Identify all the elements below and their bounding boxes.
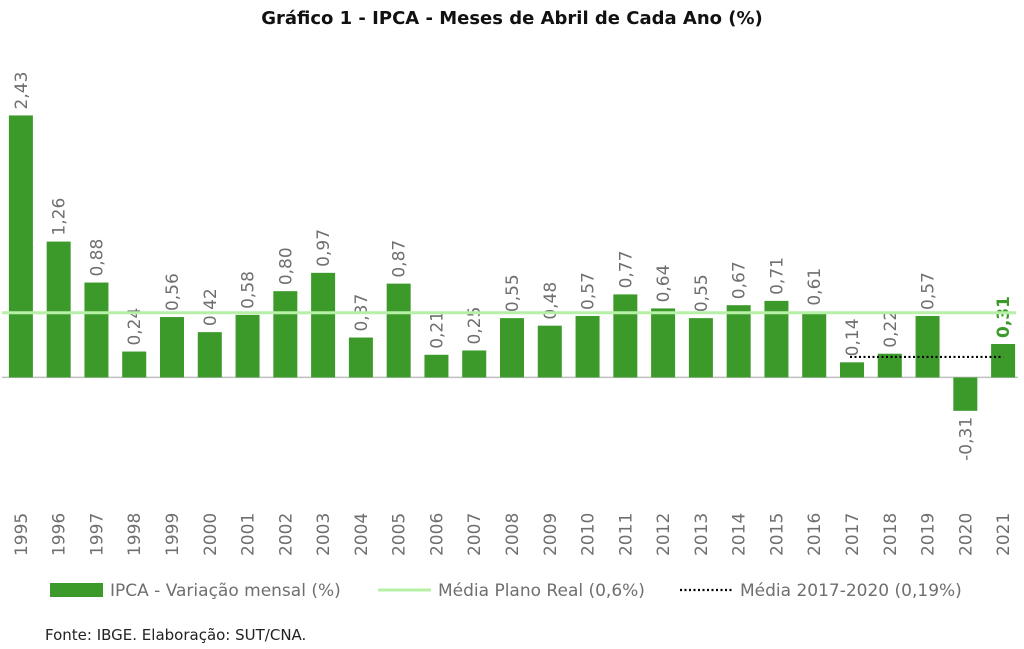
data-label: 2,43 (12, 72, 32, 110)
x-tick-label: 2005 (390, 513, 410, 556)
data-label: 0,55 (692, 274, 712, 312)
source-note: Fonte: IBGE. Elaboração: SUT/CNA. (45, 626, 306, 644)
x-tick-label: 2013 (692, 513, 712, 556)
bar (651, 308, 676, 378)
bar (273, 291, 298, 378)
x-tick-label: 2019 (919, 513, 939, 556)
x-tick-label: 2008 (503, 513, 523, 556)
x-tick-label: 2007 (465, 513, 485, 556)
data-label: 0,87 (390, 240, 410, 278)
data-label: 0,21 (427, 311, 447, 349)
data-label: 1,26 (50, 198, 70, 236)
x-tick-label: 2000 (201, 513, 221, 556)
data-label: 0,57 (579, 272, 599, 310)
x-tick-label: 1997 (87, 513, 107, 556)
legend-label: Média Plano Real (0,6%) (438, 581, 645, 601)
bar (348, 337, 373, 378)
bar (575, 315, 600, 378)
legend-label: Média 2017-2020 (0,19%) (740, 581, 962, 601)
x-tick-label: 2015 (767, 513, 787, 556)
bar (8, 115, 33, 378)
bar (424, 354, 449, 378)
x-tick-label: 2017 (843, 513, 863, 556)
data-label: 0,57 (919, 272, 939, 310)
bar (840, 362, 864, 378)
x-tick-label: 2018 (881, 513, 901, 556)
data-label: 0,22 (881, 310, 901, 348)
data-label: -0,31 (956, 417, 976, 461)
bar (537, 325, 562, 378)
data-label: 0,31 (994, 296, 1014, 338)
data-label: 0,67 (730, 261, 750, 299)
bar (726, 305, 751, 378)
legend-label: IPCA - Variação mensal (%) (110, 581, 341, 601)
data-label: 0,58 (239, 271, 259, 309)
bar (197, 332, 222, 378)
chart-title: Gráfico 1 - IPCA - Meses de Abril de Cad… (261, 8, 763, 29)
bar (802, 311, 827, 378)
bar (915, 315, 940, 378)
x-tick-label: 2014 (730, 513, 750, 556)
bar (386, 283, 411, 378)
x-tick-label: 1998 (125, 513, 145, 556)
x-tick-label: 2010 (579, 513, 599, 556)
bar (877, 353, 902, 378)
data-label: 0,25 (465, 307, 485, 345)
bar (122, 351, 147, 378)
data-label: 0,24 (125, 308, 145, 346)
data-label: 0,80 (276, 247, 296, 285)
x-tick-label: 2006 (427, 513, 447, 556)
x-tick-label: 2021 (994, 513, 1014, 556)
x-tick-label: 2011 (616, 513, 636, 556)
bar (46, 241, 71, 378)
bar (84, 282, 109, 378)
data-label: 0,14 (843, 318, 863, 356)
bar (160, 317, 184, 378)
bar (688, 318, 713, 378)
x-tick-label: 2016 (805, 513, 825, 556)
bar (613, 294, 638, 378)
bar (953, 377, 978, 411)
data-label: 0,97 (314, 229, 334, 267)
data-label: 0,48 (541, 282, 561, 320)
bar (500, 318, 524, 378)
x-tick-label: 2001 (239, 513, 259, 556)
x-tick-label: 2020 (956, 513, 976, 556)
bar (311, 272, 336, 378)
x-tick-label: 2004 (352, 513, 372, 556)
bar (462, 350, 487, 378)
data-label: 0,56 (163, 273, 183, 311)
x-tick-label: 2009 (541, 513, 561, 556)
legend-swatch (50, 583, 103, 597)
data-label: 0,88 (87, 239, 107, 277)
x-tick-label: 2002 (276, 513, 296, 556)
x-tick-label: 1999 (163, 513, 183, 556)
x-tick-label: 2003 (314, 513, 334, 556)
x-tick-label: 1995 (12, 513, 32, 556)
data-label: 0,55 (503, 274, 523, 312)
data-label: 0,64 (654, 265, 674, 303)
data-label: 0,77 (616, 251, 636, 289)
bar (991, 343, 1016, 378)
x-tick-label: 2012 (654, 513, 674, 556)
data-label: 0,42 (201, 288, 221, 326)
x-tick-label: 1996 (50, 513, 70, 556)
data-label: 0,61 (805, 268, 825, 306)
bar (235, 314, 260, 378)
data-label: 0,71 (767, 257, 787, 295)
